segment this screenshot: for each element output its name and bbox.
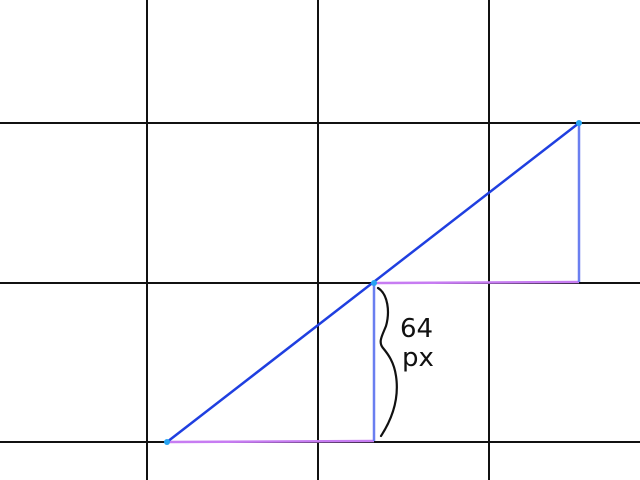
annotation-unit: px [402, 343, 434, 373]
annotation-value: 64 [400, 314, 433, 344]
endpoint-middle [371, 280, 377, 286]
step-run-lower [166, 439, 375, 444]
endpoint-start [164, 439, 170, 445]
endpoint-end [576, 120, 582, 126]
curly-brace [376, 286, 398, 438]
step-run-upper [373, 280, 580, 285]
